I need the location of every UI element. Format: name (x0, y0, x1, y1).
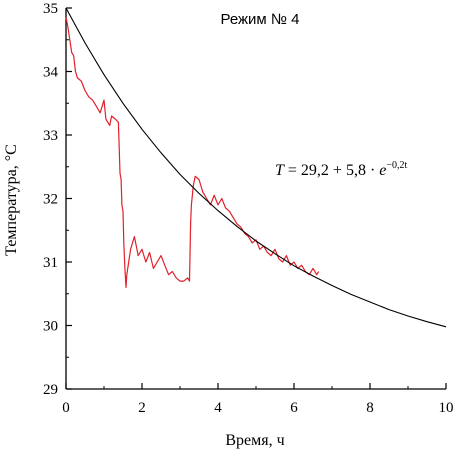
x-tick-label: 2 (138, 400, 146, 416)
x-tick-label: 10 (439, 400, 454, 416)
fitted-exponential-line (65, 7, 447, 328)
formula-annotation: T = 29,2 + 5,8 · e−0,2t (275, 160, 408, 179)
formula-exponent: −0,2t (386, 160, 407, 171)
formula-base: e (379, 162, 386, 179)
y-tick-label: 31 (43, 255, 58, 271)
series-layer (65, 7, 447, 328)
formula-lhs: T (275, 162, 285, 179)
y-tick-label: 35 (43, 1, 58, 17)
y-tick-label: 30 (43, 319, 58, 335)
x-axis-title: Время, ч (225, 432, 284, 449)
x-tick-label: 6 (290, 400, 298, 416)
chart-title: Режим № 4 (220, 11, 299, 28)
x-ticks: 0 2 4 6 8 10 (62, 383, 454, 416)
x-tick-label: 0 (62, 400, 70, 416)
formula-rhs: = 29,2 + 5,8 · (284, 162, 379, 179)
x-tick-label: 8 (366, 400, 374, 416)
y-tick-label: 32 (43, 192, 58, 208)
x-tick-label: 4 (214, 400, 222, 416)
plot-area: 29 30 31 32 33 34 35 0 2 4 6 8 10 (43, 1, 454, 416)
y-tick-label: 29 (43, 382, 58, 398)
y-axis-title: Температура, °С (3, 144, 20, 256)
y-tick-label: 34 (43, 65, 59, 81)
y-ticks: 29 30 31 32 33 34 35 (43, 1, 72, 398)
y-tick-label: 33 (43, 128, 58, 144)
measured-temperature-line (65, 17, 320, 288)
